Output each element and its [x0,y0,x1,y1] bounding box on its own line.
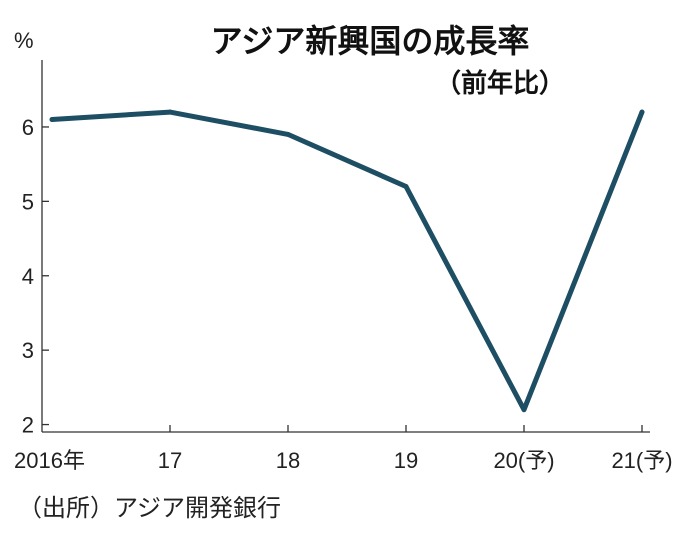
series-line [49,109,645,413]
y-tick-label: 5 [22,189,34,214]
x-ticks: 2016年 17 18 19 20(予) 21(予) [14,425,673,473]
y-tick-label: 4 [22,264,34,289]
x-tick-label: 18 [276,448,300,473]
chart-subtitle: （前年比） [435,68,565,99]
y-axis-unit: % [14,28,34,53]
series [49,109,645,413]
source-note: （出所）アジア開発銀行 [18,494,281,522]
chart-title: アジア新興国の成長率 [211,22,530,60]
y-tick-label: 3 [22,338,34,363]
data-point [403,184,409,189]
data-point [167,109,173,115]
y-tick-label: 2 [22,413,34,438]
data-point [639,109,645,115]
x-tick-label: 21(予) [611,448,672,473]
x-tick-label: 2016年 [14,448,85,473]
x-tick-label: 19 [394,448,418,473]
data-point [285,132,291,137]
axes [41,60,650,433]
data-point [521,407,527,413]
x-tick-label: 20(予) [493,448,554,473]
y-tick-label: 6 [22,115,34,140]
x-tick-label: 17 [158,448,182,473]
y-ticks: 2 3 4 5 6 [22,115,49,438]
data-point [49,117,55,122]
